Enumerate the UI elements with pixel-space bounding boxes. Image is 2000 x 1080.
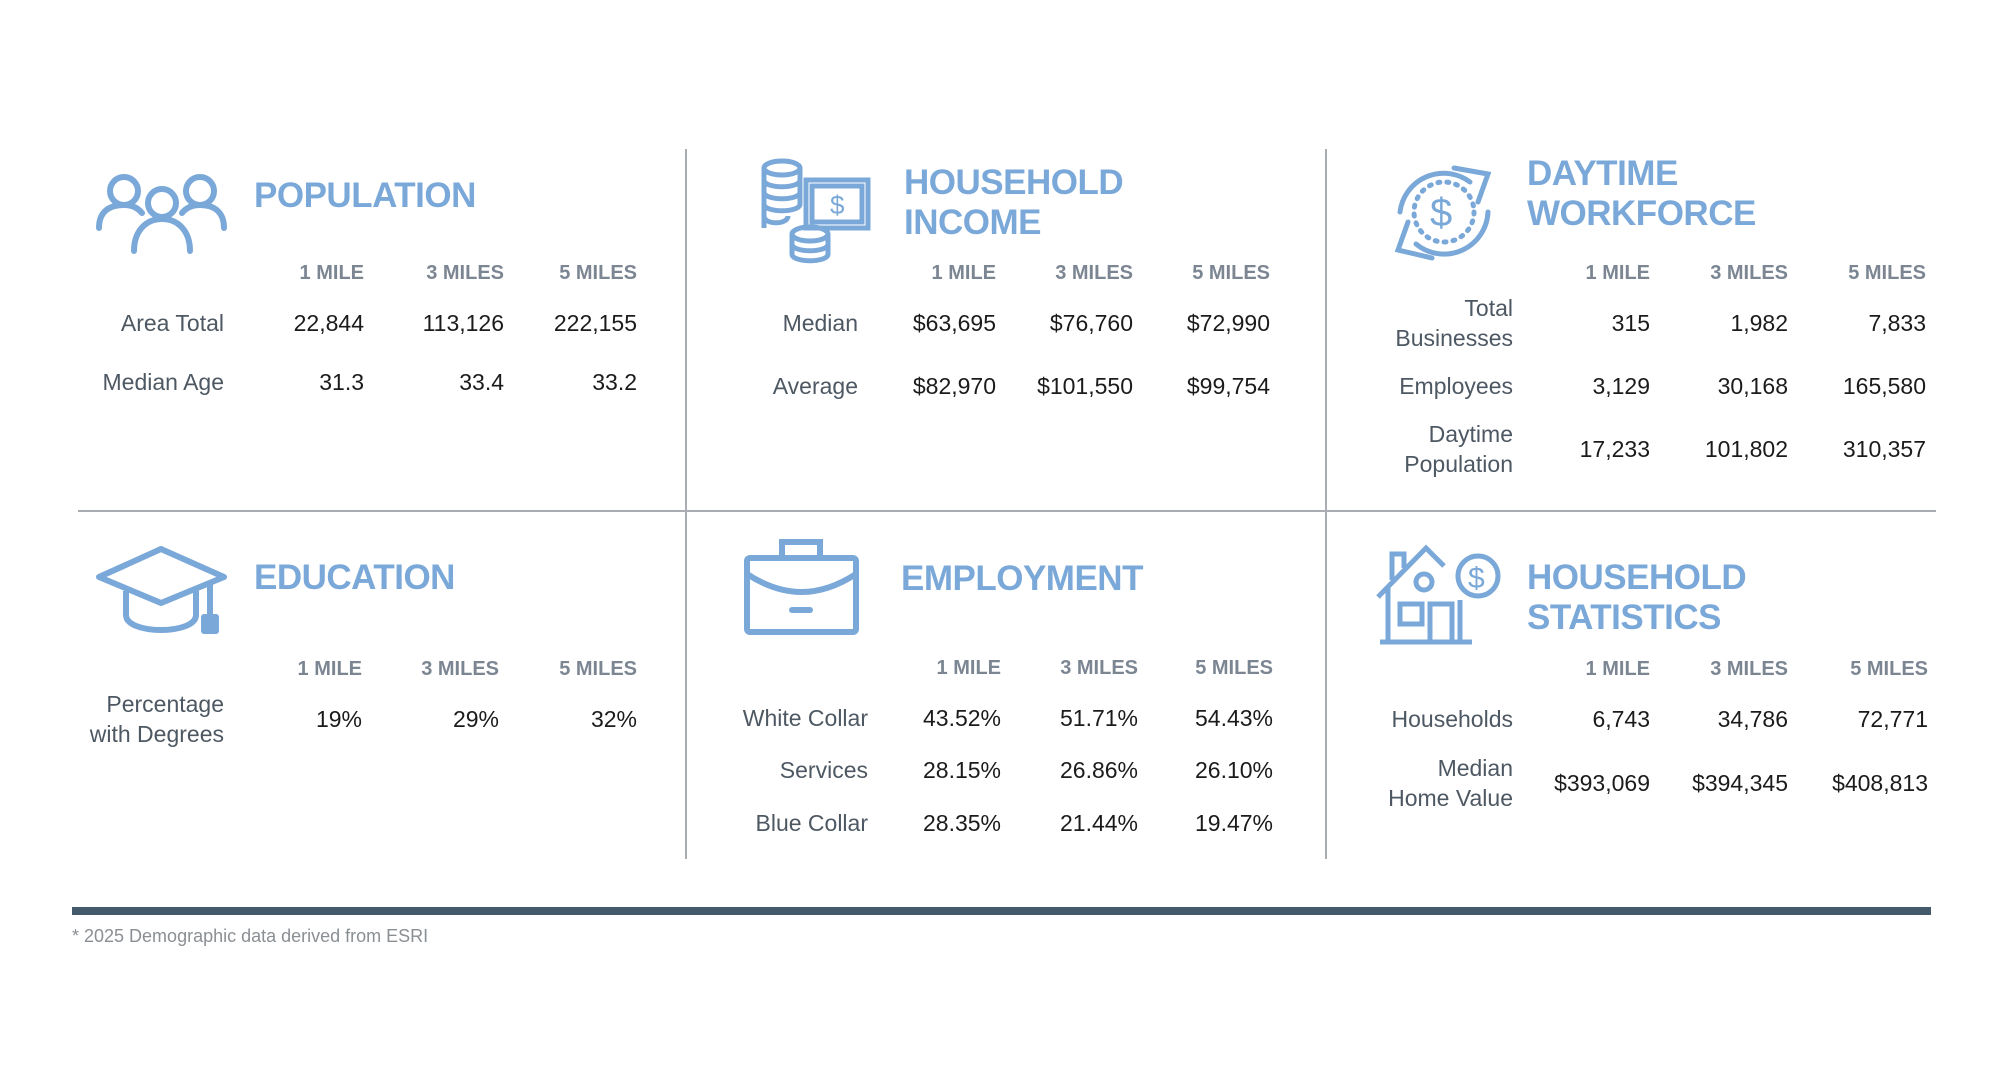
population-row-value: 33.4	[459, 369, 504, 395]
daytime-workforce-title: DAYTIME WORKFORCE	[1527, 154, 1756, 233]
household-income-row-label: Average	[772, 373, 858, 399]
population-row-value: 31.3	[319, 369, 364, 395]
divider-vertical-1	[685, 149, 687, 859]
population-column-header: 1 MILE	[299, 262, 364, 284]
education-row-value: 19%	[315, 706, 362, 732]
household-income-column-header: 3 MILES	[1055, 262, 1133, 284]
employment-row-value: 26.86%	[1059, 757, 1138, 783]
population-row-value: 222,155	[553, 310, 637, 336]
employment-column-header: 5 MILES	[1195, 657, 1273, 679]
employment-title: EMPLOYMENT	[901, 559, 1143, 598]
footer-rule	[72, 907, 1931, 915]
household-statistics-row-label: Median Home Value	[1388, 755, 1513, 811]
daytime-workforce-row-label: Total Businesses	[1395, 295, 1513, 351]
household-statistics-title: HOUSEHOLD STATISTICS	[1527, 558, 1747, 637]
daytime-workforce-row-value: 101,802	[1704, 436, 1788, 462]
household-statistics-row-value: 6,743	[1592, 706, 1650, 732]
household-statistics-column-header: 5 MILES	[1850, 658, 1928, 680]
people-icon	[96, 173, 227, 254]
population-row-label: Area Total	[120, 310, 224, 336]
daytime-workforce-column-header: 3 MILES	[1710, 262, 1788, 284]
employment-column-header: 1 MILE	[936, 657, 1001, 679]
employment-column-header: 3 MILES	[1060, 657, 1138, 679]
population-row-value: 113,126	[422, 310, 504, 336]
education-column-header: 3 MILES	[421, 658, 499, 680]
household-statistics-row-value: $408,813	[1832, 770, 1928, 796]
employment-row-label: White Collar	[742, 705, 868, 731]
household-income-row-value: $72,990	[1186, 310, 1270, 336]
population-column-header: 5 MILES	[559, 262, 637, 284]
household-income-row-label: Median	[782, 310, 858, 336]
daytime-workforce-row-value: 3,129	[1592, 373, 1650, 399]
daytime-workforce-row-label: Employees	[1399, 373, 1513, 399]
education-column-header: 5 MILES	[559, 658, 637, 680]
daytime-workforce-row-label: Daytime Population	[1404, 421, 1513, 477]
employment-row-label: Services	[779, 757, 868, 783]
household-income-row-value: $63,695	[912, 310, 996, 336]
daytime-workforce-row-value: 315	[1611, 310, 1650, 336]
population-row-label: Median Age	[102, 369, 224, 395]
population-row-value: 33.2	[592, 369, 637, 395]
employment-row-value: 43.52%	[922, 705, 1001, 731]
population-title: POPULATION	[254, 176, 476, 215]
household-statistics-row-value: 34,786	[1717, 706, 1788, 732]
daytime-workforce-row-value: 165,580	[1842, 373, 1926, 399]
household-income-column-header: 5 MILES	[1192, 262, 1270, 284]
education-column-header: 1 MILE	[297, 658, 362, 680]
daytime-workforce-column-header: 1 MILE	[1585, 262, 1650, 284]
household-income-row-value: $101,550	[1037, 373, 1133, 399]
briefcase-icon	[744, 538, 859, 635]
education-row-value: 32%	[590, 706, 637, 732]
education-row-value: 29%	[452, 706, 499, 732]
employment-row-value: 26.10%	[1194, 757, 1273, 783]
daytime-workforce-row-value: 310,357	[1842, 436, 1926, 462]
household-statistics-row-value: 72,771	[1857, 706, 1928, 732]
household-income-row-value: $99,754	[1186, 373, 1270, 399]
employment-row-value: 19.47%	[1194, 810, 1273, 836]
svg-text:$: $	[1430, 191, 1452, 235]
employment-row-value: 28.15%	[922, 757, 1001, 783]
daytime-workforce-row-value: 17,233	[1579, 436, 1650, 462]
household-statistics-column-header: 3 MILES	[1710, 658, 1788, 680]
household-statistics-row-label: Households	[1391, 706, 1513, 732]
footnote: * 2025 Demographic data derived from ESR…	[72, 926, 429, 946]
employment-row-value: 21.44%	[1059, 810, 1138, 836]
daytime-workforce-column-header: 5 MILES	[1848, 262, 1926, 284]
household-statistics-row-value: $393,069	[1554, 770, 1650, 796]
svg-text:$: $	[1468, 562, 1485, 595]
graduation-cap-icon	[96, 545, 227, 635]
employment-row-label: Blue Collar	[755, 810, 869, 836]
household-income-column-header: 1 MILE	[931, 262, 996, 284]
divider-horizontal	[78, 510, 1936, 512]
svg-text:$: $	[830, 190, 845, 220]
daytime-workforce-row-value: 7,833	[1868, 310, 1926, 336]
education-title: EDUCATION	[254, 558, 455, 597]
population-row-value: 22,844	[293, 310, 364, 336]
household-income-row-value: $76,760	[1049, 310, 1133, 336]
coins-money-icon: $	[760, 158, 872, 264]
household-income-title: HOUSEHOLD INCOME	[904, 163, 1124, 242]
daytime-workforce-row-value: 30,168	[1717, 373, 1788, 399]
education-row-label: Percentage with Degrees	[89, 691, 224, 747]
divider-vertical-2	[1325, 149, 1327, 859]
dollar-cycle-icon: $	[1392, 160, 1495, 265]
employment-row-value: 51.71%	[1059, 705, 1138, 731]
daytime-workforce-row-value: 1,982	[1730, 310, 1788, 336]
household-statistics-column-header: 1 MILE	[1585, 658, 1650, 680]
employment-row-value: 54.43%	[1194, 705, 1273, 731]
house-dollar-icon: $	[1376, 542, 1503, 647]
household-income-row-value: $82,970	[912, 373, 996, 399]
population-column-header: 3 MILES	[426, 262, 504, 284]
household-statistics-row-value: $394,345	[1692, 770, 1788, 796]
employment-row-value: 28.35%	[922, 810, 1001, 836]
